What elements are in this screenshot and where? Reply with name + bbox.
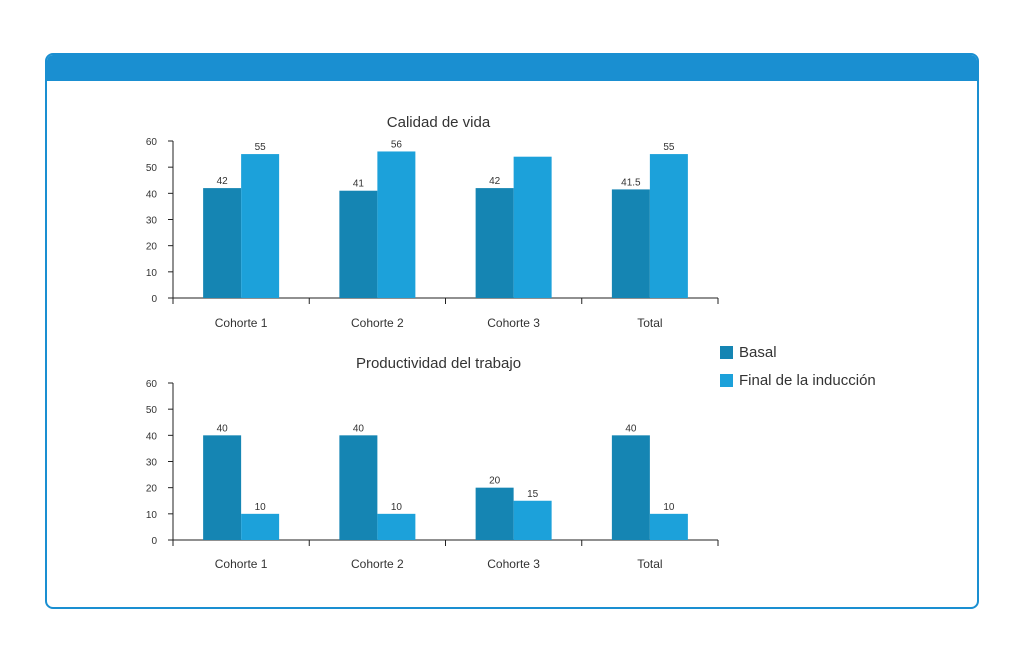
bar-final [241, 154, 280, 298]
bar-basal [475, 487, 514, 540]
bar-basal [475, 188, 514, 298]
data-label: 42 [489, 176, 501, 187]
bar-basal [339, 190, 378, 298]
y-tick-label: 60 [146, 137, 158, 148]
y-tick-label: 10 [146, 268, 158, 279]
legend-label-basal: Basal [739, 343, 777, 361]
bar-final [513, 500, 552, 540]
legend: Basal Final de la inducción [720, 341, 876, 397]
bar-basal [203, 188, 242, 298]
x-tick-label: Cohorte 1 [215, 316, 268, 330]
bar-basal [611, 189, 650, 298]
y-tick-label: 20 [146, 242, 158, 253]
data-label: 41.5 [621, 177, 641, 188]
legend-label-final: Final de la inducción [739, 371, 876, 389]
y-tick-label: 40 [146, 189, 158, 200]
data-label: 10 [255, 502, 267, 513]
legend-swatch-final [720, 373, 733, 387]
data-label: 40 [217, 423, 229, 434]
data-label: 55 [663, 142, 675, 153]
y-tick-label: 60 [146, 379, 158, 390]
x-tick-label: Total [637, 557, 662, 571]
y-tick-label: 20 [146, 484, 158, 495]
y-tick-label: 40 [146, 431, 158, 442]
y-tick-label: 0 [151, 294, 157, 305]
bar-basal [203, 435, 242, 540]
data-label: 40 [353, 423, 365, 434]
bar-final [649, 154, 688, 298]
data-label: 10 [391, 502, 403, 513]
x-tick-label: Cohorte 2 [351, 557, 404, 571]
legend-item-final: Final de la inducción [720, 369, 876, 391]
bar-final [241, 513, 280, 540]
data-label: 20 [489, 476, 501, 487]
bar-basal [339, 435, 378, 540]
legend-item-basal: Basal [720, 341, 876, 363]
data-label: 56 [391, 139, 403, 150]
x-tick-label: Cohorte 3 [487, 557, 540, 571]
legend-swatch-basal [720, 345, 733, 359]
data-label: 40 [625, 423, 637, 434]
bar-final [377, 151, 416, 298]
y-tick-label: 50 [146, 163, 158, 174]
data-label: 42 [217, 176, 229, 187]
y-tick-label: 10 [146, 510, 158, 521]
bar-final [513, 156, 552, 298]
card-header-bar [47, 55, 977, 81]
chart-title: Productividad del trabajo [356, 355, 521, 372]
x-tick-label: Cohorte 2 [351, 316, 404, 330]
chart-title: Calidad de vida [387, 114, 491, 131]
y-tick-label: 30 [146, 216, 158, 227]
data-label: 10 [663, 502, 675, 513]
bar-final [377, 513, 416, 540]
x-tick-label: Cohorte 1 [215, 557, 268, 571]
bar-final [649, 513, 688, 540]
data-label: 15 [527, 489, 539, 500]
x-tick-label: Total [637, 316, 662, 330]
bar-basal [611, 435, 650, 540]
y-tick-label: 50 [146, 405, 158, 416]
data-label: 55 [255, 142, 267, 153]
data-label: 41 [353, 179, 365, 190]
y-tick-label: 0 [151, 536, 157, 547]
y-tick-label: 30 [146, 458, 158, 469]
x-tick-label: Cohorte 3 [487, 316, 540, 330]
